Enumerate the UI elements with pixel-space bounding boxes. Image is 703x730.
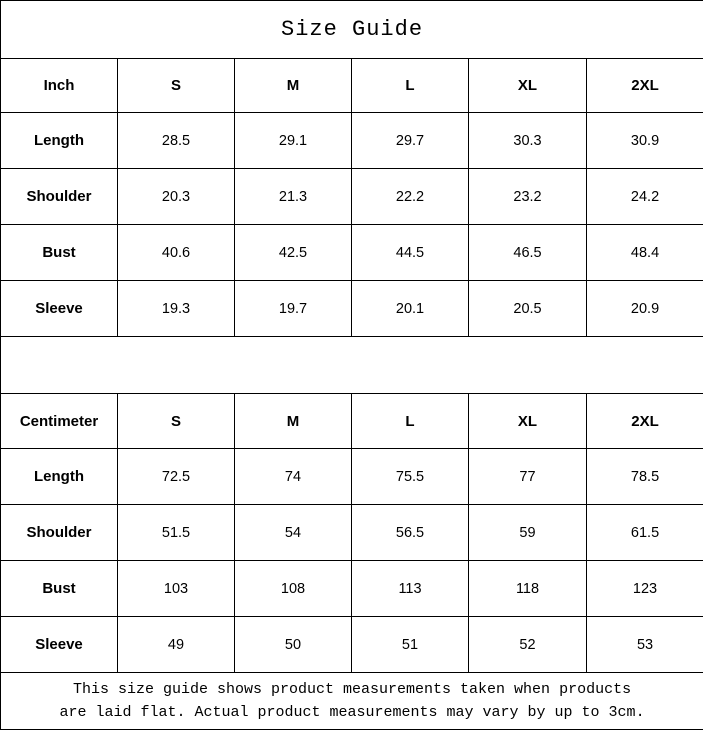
inch-size-header-xl: XL [468,58,587,113]
measurement-value: 20.3 [117,168,235,225]
cm-size-header-2xl: 2XL [585,393,703,449]
table-row-cm-sleeve: Sleeve 49 50 51 52 53 [0,616,703,673]
measurement-value: 54 [234,504,352,561]
measurement-value: 113 [351,560,469,617]
measurement-value: 42.5 [234,224,352,281]
measurement-value: 20.5 [468,280,587,337]
row-label: Bust [0,560,118,617]
measurement-value: 29.7 [351,112,469,169]
measurement-value: 23.2 [468,168,587,225]
measurement-value: 108 [234,560,352,617]
spacer-row [0,336,703,394]
cm-header-row: Centimeter S M L XL 2XL [0,393,703,449]
measurement-value: 30.3 [468,112,587,169]
table-row-cm-length: Length 72.5 74 75.5 77 78.5 [0,448,703,505]
measurement-value: 123 [585,560,703,617]
measurement-value: 118 [468,560,587,617]
measurement-value: 72.5 [117,448,235,505]
measurement-value: 44.5 [351,224,469,281]
row-label: Shoulder [0,168,118,225]
table-row-inch-shoulder: Shoulder 20.3 21.3 22.2 23.2 24.2 [0,168,703,225]
footer-row: This size guide shows product measuremen… [0,672,703,730]
row-label: Sleeve [0,616,118,673]
measurement-value: 78.5 [585,448,703,505]
row-label: Bust [0,224,118,281]
measurement-value: 24.2 [585,168,703,225]
footer-note-line1: This size guide shows product measuremen… [72,680,632,698]
measurement-value: 56.5 [351,504,469,561]
measurement-value: 28.5 [117,112,235,169]
measurement-value: 19.7 [234,280,352,337]
measurement-value: 21.3 [234,168,352,225]
table-row-inch-bust: Bust 40.6 42.5 44.5 46.5 48.4 [0,224,703,281]
measurement-value: 52 [468,616,587,673]
measurement-value: 48.4 [585,224,703,281]
measurement-value: 19.3 [117,280,235,337]
measurement-value: 53 [585,616,703,673]
cm-unit-header: Centimeter [0,393,118,449]
cm-size-header-s: S [117,393,235,449]
footer-note-line2: are laid flat. Actual product measuremen… [59,704,645,721]
row-label: Length [0,112,118,169]
measurement-value: 103 [117,560,235,617]
footer-note: This size guide shows product measuremen… [0,672,703,730]
spacer-cell [0,336,703,394]
row-label: Sleeve [0,280,118,337]
row-label: Length [0,448,118,505]
title-row: Size Guide [0,0,703,59]
measurement-value: 22.2 [351,168,469,225]
measurement-value: 61.5 [585,504,703,561]
table-row-inch-length: Length 28.5 29.1 29.7 30.3 30.9 [0,112,703,169]
inch-header-row: Inch S M L XL 2XL [0,58,703,113]
row-label: Shoulder [0,504,118,561]
table-row-cm-bust: Bust 103 108 113 118 123 [0,560,703,617]
inch-size-header-s: S [117,58,235,113]
measurement-value: 29.1 [234,112,352,169]
measurement-value: 51.5 [117,504,235,561]
inch-size-header-m: M [234,58,352,113]
measurement-value: 40.6 [117,224,235,281]
cm-size-header-xl: XL [468,393,587,449]
measurement-value: 75.5 [351,448,469,505]
cm-size-header-m: M [234,393,352,449]
inch-size-header-l: L [351,58,469,113]
inch-size-header-2xl: 2XL [585,58,703,113]
cm-size-header-l: L [351,393,469,449]
measurement-value: 74 [234,448,352,505]
measurement-value: 20.9 [585,280,703,337]
table-row-cm-shoulder: Shoulder 51.5 54 56.5 59 61.5 [0,504,703,561]
inch-unit-header: Inch [0,58,118,113]
page-title: Size Guide [0,0,703,59]
measurement-value: 46.5 [468,224,587,281]
measurement-value: 49 [117,616,235,673]
measurement-value: 59 [468,504,587,561]
measurement-value: 30.9 [585,112,703,169]
table-row-inch-sleeve: Sleeve 19.3 19.7 20.1 20.5 20.9 [0,280,703,337]
measurement-value: 51 [351,616,469,673]
measurement-value: 20.1 [351,280,469,337]
measurement-value: 77 [468,448,587,505]
measurement-value: 50 [234,616,352,673]
